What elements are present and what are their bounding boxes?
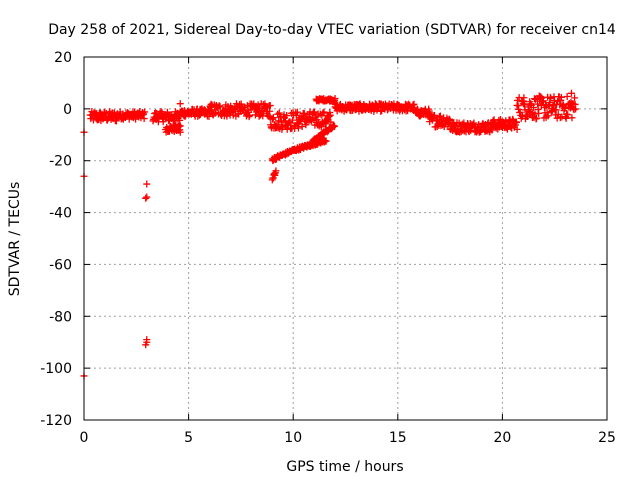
data-point-marker	[543, 109, 551, 117]
data-point-marker	[529, 103, 537, 111]
data-point-marker	[557, 93, 565, 101]
y-tick-label: -100	[40, 361, 72, 377]
x-tick-label: 0	[80, 430, 89, 446]
data-point-marker	[176, 128, 184, 136]
y-tick-label: 0	[63, 102, 72, 118]
data-point-marker	[142, 194, 150, 202]
y-axis-label: SDTVAR / TECUs	[7, 182, 23, 297]
data-point-marker	[571, 94, 579, 102]
data-point-marker	[283, 112, 291, 120]
data-point-marker	[537, 93, 545, 101]
x-tick-label: 20	[493, 430, 511, 446]
y-tick-label: 20	[54, 50, 72, 66]
data-point-marker	[293, 108, 301, 116]
x-tick-label: 5	[184, 430, 193, 446]
data-point-marker	[533, 114, 541, 122]
data-point-marker	[273, 120, 281, 128]
y-tick-label: -120	[40, 413, 72, 429]
data-point-marker	[525, 107, 533, 115]
data-point-marker	[319, 109, 327, 117]
data-point-marker	[143, 193, 151, 201]
data-point-marker	[320, 108, 328, 116]
data-point-marker	[556, 114, 564, 122]
data-point-marker	[331, 95, 339, 103]
data-point-marker	[275, 109, 283, 117]
data-point-marker	[563, 93, 571, 101]
y-tick-label: -60	[49, 257, 72, 273]
x-axis-label: GPS time / hours	[286, 459, 403, 475]
data-point-marker	[572, 105, 580, 113]
data-point-marker	[549, 102, 557, 110]
data-point-marker	[216, 103, 224, 111]
x-tick-label: 10	[284, 430, 302, 446]
data-point-marker	[495, 116, 503, 124]
data-point-marker	[176, 100, 184, 108]
data-point-marker	[519, 97, 527, 105]
data-point-marker	[539, 97, 547, 105]
data-point-marker	[502, 117, 510, 125]
data-point-marker	[532, 95, 540, 103]
data-point-marker	[551, 96, 559, 104]
data-point-marker	[535, 109, 543, 117]
data-point-marker	[326, 111, 334, 119]
x-tick-label: 25	[598, 430, 616, 446]
data-point-marker	[174, 123, 182, 131]
data-point-marker	[141, 108, 149, 116]
data-point-marker	[143, 180, 151, 188]
data-point-marker	[269, 114, 277, 122]
data-point-marker	[322, 137, 330, 145]
data-point-marker	[112, 117, 120, 125]
data-point-marker	[140, 115, 148, 123]
data-point-marker	[513, 125, 521, 133]
x-tick-label: 15	[389, 430, 407, 446]
plot-frame	[83, 56, 608, 421]
data-point-marker	[524, 113, 532, 121]
data-point-marker	[544, 112, 552, 120]
data-point-marker	[431, 111, 439, 119]
data-point-marker	[277, 118, 285, 126]
data-point-marker	[289, 116, 297, 124]
y-tick-label: -20	[49, 154, 72, 170]
data-point-marker	[377, 107, 385, 115]
chart-title: Day 258 of 2021, Sidereal Day-to-day VTE…	[48, 22, 616, 38]
data-point-marker	[298, 123, 306, 131]
data-point-marker	[564, 111, 572, 119]
data-point-marker	[142, 341, 150, 349]
data-point-marker	[570, 106, 578, 114]
data-point-marker	[567, 89, 575, 97]
data-point-marker	[509, 115, 517, 123]
data-point-marker	[327, 118, 335, 126]
data-point-marker	[310, 108, 318, 116]
data-point-marker	[266, 101, 274, 109]
data-point-marker	[300, 109, 308, 117]
data-point-marker	[265, 112, 273, 120]
data-point-marker	[272, 167, 280, 175]
data-point-marker	[331, 122, 339, 130]
y-tick-label: -80	[49, 309, 72, 325]
data-point-marker	[568, 114, 576, 122]
data-point-marker	[547, 94, 555, 102]
data-point-marker	[513, 118, 521, 126]
y-tick-label: -40	[49, 206, 72, 222]
data-marks	[80, 89, 580, 380]
